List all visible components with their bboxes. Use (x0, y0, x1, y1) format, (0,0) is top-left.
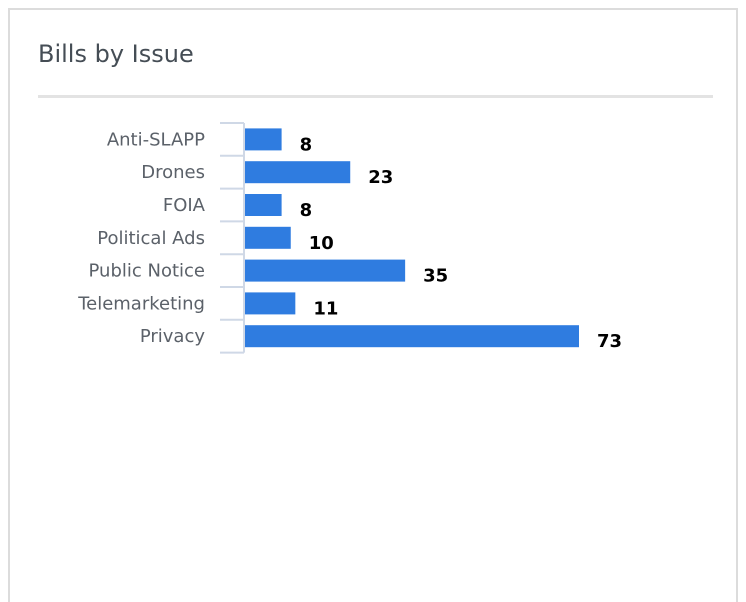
category-label: Anti-SLAPP (107, 129, 205, 150)
category-label: FOIA (163, 195, 206, 216)
category-label: Political Ads (97, 228, 205, 249)
data-label: 73 (597, 331, 622, 352)
bar (245, 226, 291, 249)
bar (245, 292, 296, 315)
title-divider (38, 95, 713, 98)
bar (245, 325, 579, 348)
card-title: Bills by Issue (38, 40, 194, 68)
bar (245, 128, 282, 151)
category-label: Drones (141, 162, 205, 183)
category-label: Public Notice (89, 261, 206, 282)
data-label: 35 (423, 266, 448, 287)
data-label: 23 (368, 167, 393, 188)
data-label: 11 (313, 298, 338, 319)
data-label: 8 (300, 134, 313, 155)
category-label: Telemarketing (77, 293, 205, 314)
bar (245, 259, 406, 282)
chart-card: Bills by Issue (8, 8, 738, 602)
bar (245, 161, 351, 184)
data-label: 8 (300, 200, 313, 221)
bar (245, 194, 282, 216)
data-label: 10 (309, 233, 334, 254)
category-label: Privacy (140, 326, 206, 347)
